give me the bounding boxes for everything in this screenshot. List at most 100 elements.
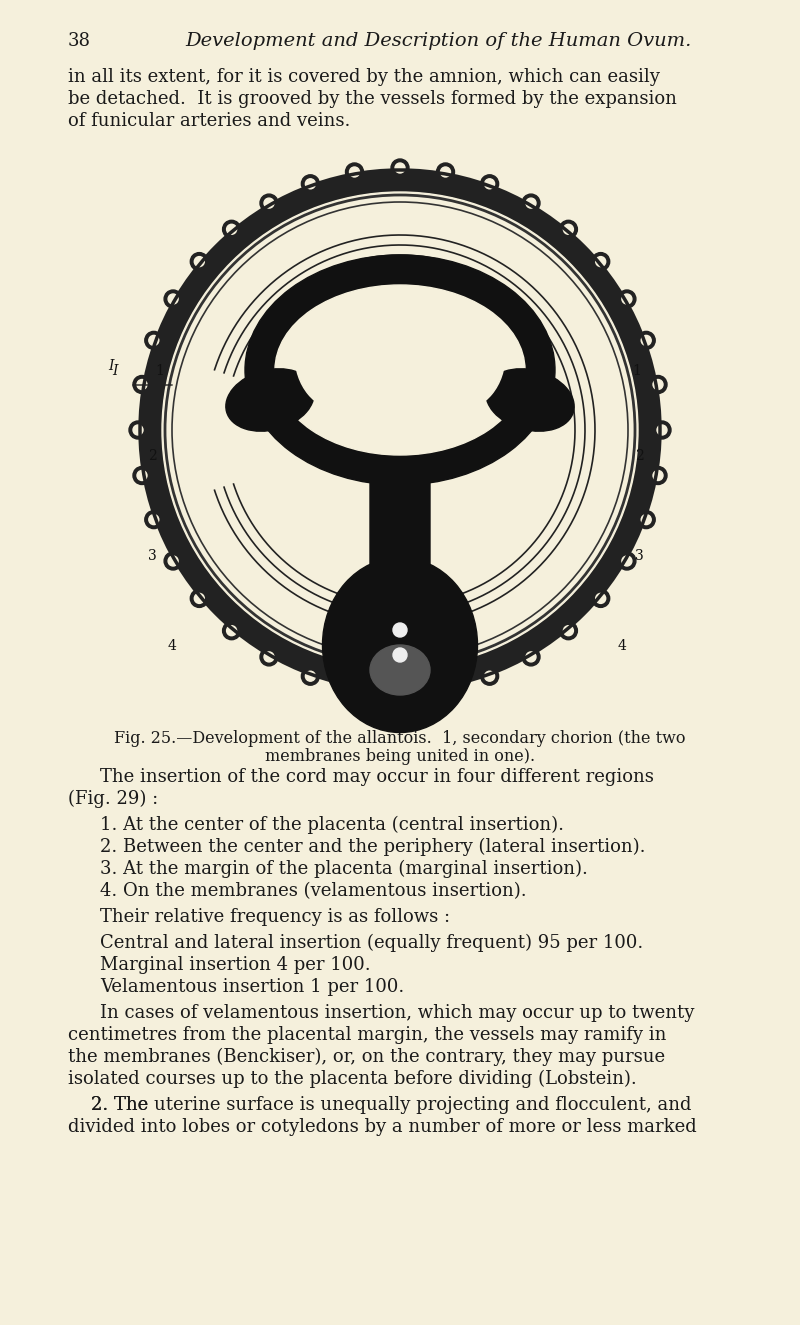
Circle shape [133,425,143,435]
Ellipse shape [340,325,460,425]
Circle shape [437,163,454,182]
Circle shape [140,170,660,690]
Circle shape [194,257,204,266]
Text: I: I [112,364,118,378]
Text: membranes being united in one).: membranes being united in one). [265,749,535,765]
Ellipse shape [370,645,430,696]
Circle shape [145,510,163,529]
Text: centimetres from the placental margin, the vessels may ramify in: centimetres from the placental margin, t… [68,1026,666,1044]
Circle shape [596,594,606,603]
Circle shape [563,625,574,636]
Text: 2. The uterine surface is unequally projecting and flocculent, and: 2. The uterine surface is unequally proj… [68,1096,691,1114]
Circle shape [137,379,147,390]
Text: Velamentous insertion 1 per 100.: Velamentous insertion 1 per 100. [100,978,404,996]
Circle shape [485,179,494,188]
Text: I: I [108,359,114,374]
Circle shape [145,331,163,350]
Circle shape [264,652,274,662]
Circle shape [264,199,274,208]
Circle shape [592,590,610,607]
Text: The insertion of the cord may occur in four different regions: The insertion of the cord may occur in f… [100,768,654,786]
Circle shape [164,290,182,307]
Text: 2: 2 [148,449,157,462]
Text: Fig. 25.—Development of the allantois.  1, secondary chorion (the two: Fig. 25.—Development of the allantois. 1… [114,730,686,747]
Text: 1: 1 [155,364,164,378]
Circle shape [641,514,651,525]
Circle shape [653,379,663,390]
Circle shape [194,594,204,603]
Ellipse shape [486,368,574,431]
Circle shape [149,514,159,525]
Circle shape [260,648,278,666]
Circle shape [260,193,278,212]
Circle shape [637,331,655,350]
Circle shape [350,167,359,178]
Circle shape [618,553,636,570]
Circle shape [393,623,407,637]
Circle shape [222,621,241,640]
Text: 1. At the center of the placenta (central insertion).: 1. At the center of the placenta (centra… [100,816,564,835]
Circle shape [481,175,498,193]
Text: be detached.  It is grooved by the vessels formed by the expansion: be detached. It is grooved by the vessel… [68,90,677,109]
Text: In cases of velamentous insertion, which may occur up to twenty: In cases of velamentous insertion, which… [100,1004,694,1022]
Circle shape [168,556,178,566]
Circle shape [226,224,237,235]
Ellipse shape [295,299,385,409]
Circle shape [133,375,151,394]
Text: isolated courses up to the placenta before dividing (Lobstein).: isolated courses up to the placenta befo… [68,1071,637,1088]
Ellipse shape [322,558,478,733]
Circle shape [133,466,151,485]
Text: 3: 3 [635,549,644,563]
Circle shape [481,668,498,685]
Circle shape [306,672,315,681]
Text: 3. At the margin of the placenta (marginal insertion).: 3. At the margin of the placenta (margin… [100,860,588,878]
Circle shape [637,510,655,529]
Circle shape [522,193,540,212]
Circle shape [168,294,178,303]
Circle shape [302,175,319,193]
Circle shape [149,335,159,346]
Circle shape [441,682,450,693]
Text: in all its extent, for it is covered by the amnion, which can easily: in all its extent, for it is covered by … [68,68,660,86]
Circle shape [649,375,667,394]
Circle shape [137,470,147,481]
Circle shape [302,668,319,685]
Ellipse shape [226,368,314,431]
Circle shape [306,179,315,188]
Text: 4: 4 [168,639,177,653]
Text: Development and Description of the Human Ovum.: Development and Description of the Human… [185,32,691,50]
Circle shape [129,421,147,439]
Circle shape [563,224,574,235]
Text: 2: 2 [635,449,644,462]
Circle shape [596,257,606,266]
Ellipse shape [415,299,505,409]
Circle shape [559,621,578,640]
Circle shape [395,163,405,174]
Circle shape [641,335,651,346]
Text: Their relative frequency is as follows :: Their relative frequency is as follows : [100,908,450,926]
Circle shape [393,648,407,662]
Circle shape [222,220,241,238]
Circle shape [526,199,536,208]
Circle shape [441,167,450,178]
Circle shape [592,253,610,270]
Ellipse shape [245,254,555,485]
Circle shape [162,192,638,668]
Circle shape [622,294,632,303]
Text: 4: 4 [618,639,627,653]
Text: 38: 38 [68,32,91,50]
Text: 3: 3 [148,549,157,563]
Circle shape [522,648,540,666]
Text: 2. Between the center and the periphery (lateral insertion).: 2. Between the center and the periphery … [100,837,646,856]
Circle shape [526,652,536,662]
Text: (Fig. 29) :: (Fig. 29) : [68,790,158,808]
Circle shape [226,625,237,636]
Text: divided into lobes or cotyledons by a number of more or less marked: divided into lobes or cotyledons by a nu… [68,1118,697,1136]
Circle shape [622,556,632,566]
Circle shape [164,553,182,570]
FancyBboxPatch shape [370,478,430,592]
Circle shape [391,159,409,178]
Ellipse shape [275,285,525,454]
Circle shape [437,678,454,697]
Circle shape [190,590,208,607]
